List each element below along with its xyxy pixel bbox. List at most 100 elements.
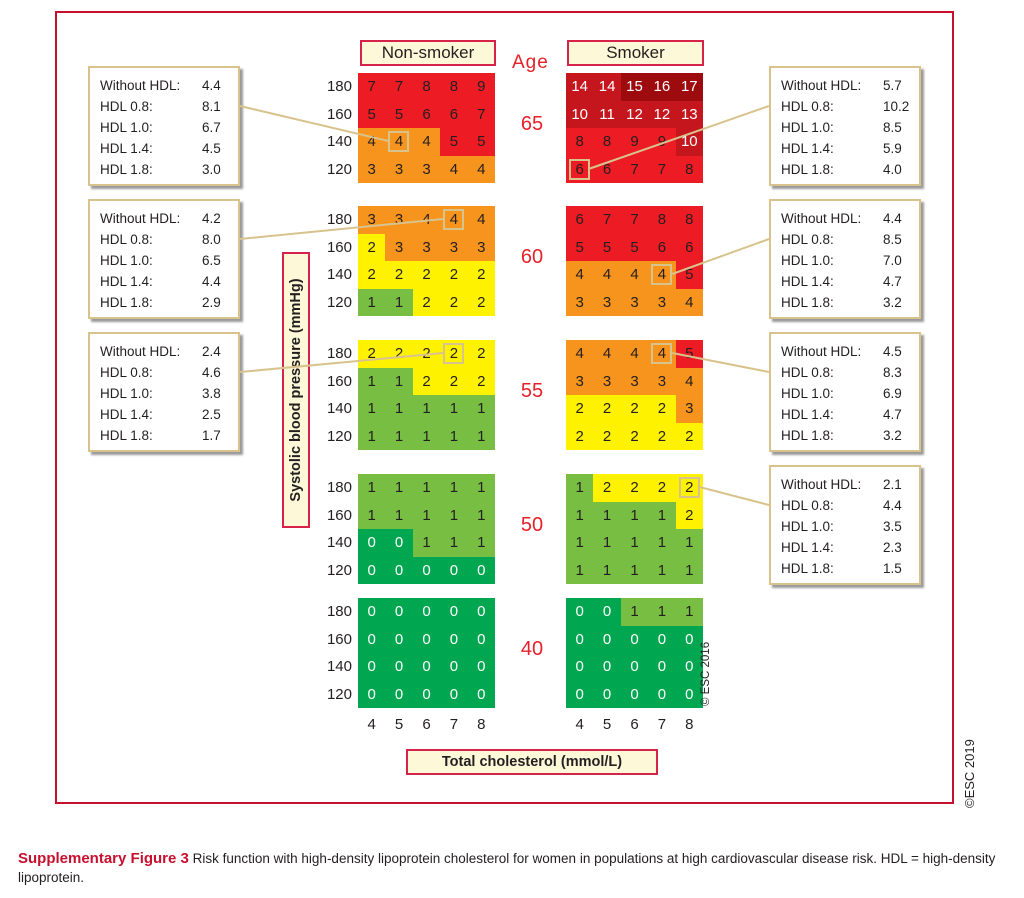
risk-cell-nonsmoker: 3 bbox=[412, 155, 441, 183]
hdl-callout-row: HDL 1.0: 6.7 bbox=[100, 117, 238, 138]
risk-cell-smoker: 1 bbox=[648, 598, 676, 626]
hdl-callout-row: HDL 1.0: 6.5 bbox=[100, 250, 238, 271]
risk-cell-nonsmoker: 1 bbox=[385, 474, 413, 502]
risk-cell-smoker: 11 bbox=[593, 100, 621, 128]
risk-cell-nonsmoker: 4 bbox=[467, 206, 495, 234]
risk-cell-nonsmoker: 2 bbox=[440, 367, 468, 395]
cholesterol-tick-label: 5 bbox=[602, 716, 612, 733]
risk-cell-smoker: 4 bbox=[620, 340, 649, 368]
hdl-label: HDL 1.0: bbox=[100, 253, 153, 268]
hdl-label: HDL 1.0: bbox=[781, 386, 834, 401]
risk-cell-smoker: 5 bbox=[675, 261, 703, 289]
risk-cell-smoker: 2 bbox=[648, 474, 676, 502]
risk-cell-nonsmoker: 1 bbox=[358, 367, 386, 395]
risk-cell-nonsmoker: 0 bbox=[440, 556, 468, 584]
risk-value: 3.5 bbox=[883, 519, 902, 534]
risk-cell-smoker: 8 bbox=[675, 155, 703, 183]
risk-cell-nonsmoker: 0 bbox=[385, 556, 413, 584]
bp-tick-label: 160 bbox=[326, 105, 352, 123]
risk-cell-smoker: 0 bbox=[648, 625, 676, 653]
callout-connector-line bbox=[589, 105, 770, 170]
risk-cell-nonsmoker: 0 bbox=[467, 598, 495, 626]
risk-cell-smoker: 3 bbox=[648, 367, 676, 395]
smoker-header: Smoker bbox=[567, 40, 704, 66]
hdl-label: HDL 0.8: bbox=[100, 99, 153, 114]
risk-cell-smoker: 2 bbox=[620, 422, 649, 450]
risk-cell-smoker: 17 bbox=[675, 73, 703, 101]
risk-value: 6.9 bbox=[883, 386, 902, 401]
risk-value: 2.1 bbox=[883, 477, 902, 492]
risk-cell-smoker: 2 bbox=[593, 422, 621, 450]
risk-value: 4.4 bbox=[883, 211, 902, 226]
figure-frame bbox=[55, 11, 954, 804]
risk-cell-nonsmoker: 1 bbox=[385, 395, 413, 423]
risk-cell-smoker: 0 bbox=[675, 653, 703, 681]
hdl-callout-row: HDL 0.8: 4.4 bbox=[781, 495, 919, 516]
risk-cell-smoker: 2 bbox=[593, 474, 621, 502]
risk-cell-smoker: 15 bbox=[620, 73, 649, 101]
risk-cell-smoker: 1 bbox=[675, 598, 703, 626]
hdl-label: HDL 1.8: bbox=[781, 561, 834, 576]
hdl-label: HDL 1.4: bbox=[781, 141, 834, 156]
risk-cell-nonsmoker: 4 bbox=[358, 128, 386, 156]
risk-value: 8.3 bbox=[883, 365, 902, 380]
risk-cell-nonsmoker: 1 bbox=[385, 288, 413, 316]
risk-cell-smoker: 9 bbox=[620, 128, 649, 156]
risk-cell-nonsmoker: 5 bbox=[440, 128, 468, 156]
risk-cell-smoker: 0 bbox=[648, 680, 676, 708]
age-value: 50 bbox=[520, 514, 544, 536]
risk-cell-smoker: 1 bbox=[620, 556, 649, 584]
bp-tick-label: 140 bbox=[326, 534, 352, 551]
risk-cell-nonsmoker: 4 bbox=[467, 155, 495, 183]
hdl-callout-row: HDL 1.4: 4.7 bbox=[781, 271, 919, 292]
bp-tick-label: 180 bbox=[326, 78, 352, 95]
risk-cell-smoker: 7 bbox=[620, 206, 649, 234]
bp-tick-label: 140 bbox=[326, 133, 352, 150]
age-value: 65 bbox=[520, 113, 544, 135]
hdl-label: HDL 1.0: bbox=[781, 253, 834, 268]
hdl-callout-box: Without HDL: 5.7 HDL 0.8: 10.2 HDL 1.0: 8.5 HD… bbox=[769, 66, 921, 186]
hdl-label: HDL 1.0: bbox=[781, 120, 834, 135]
risk-cell-nonsmoker: 9 bbox=[467, 73, 495, 101]
bp-tick-label: 120 bbox=[326, 427, 352, 445]
age-value: 55 bbox=[520, 380, 544, 402]
risk-cell-nonsmoker: 7 bbox=[385, 73, 413, 101]
risk-cell-nonsmoker: 1 bbox=[385, 422, 413, 450]
risk-cell-smoker: 2 bbox=[566, 422, 594, 450]
risk-value: 6.5 bbox=[202, 253, 221, 268]
risk-cell-nonsmoker: 0 bbox=[440, 598, 468, 626]
hdl-label: HDL 0.8: bbox=[781, 232, 834, 247]
caption-text: Risk function with high-density lipoprot… bbox=[18, 851, 996, 885]
risk-cell-smoker: 0 bbox=[566, 653, 594, 681]
bp-tick-label: 120 bbox=[326, 160, 352, 178]
risk-cell-nonsmoker: 1 bbox=[440, 395, 468, 423]
risk-cell-smoker: 1 bbox=[648, 501, 676, 529]
hdl-callout-box: Without HDL: 4.5 HDL 0.8: 8.3 HDL 1.0: 6.9 HDL… bbox=[769, 332, 921, 452]
risk-cell-nonsmoker: 3 bbox=[467, 233, 495, 261]
risk-cell-smoker: 6 bbox=[566, 206, 594, 234]
hdl-callout-row: HDL 1.0: 3.8 bbox=[100, 383, 238, 404]
hdl-label: HDL 1.4: bbox=[100, 407, 153, 422]
risk-cell-nonsmoker: 3 bbox=[385, 206, 413, 234]
hdl-label: HDL 1.4: bbox=[781, 407, 834, 422]
risk-cell-nonsmoker: 2 bbox=[467, 288, 495, 316]
risk-cell-smoker: 3 bbox=[648, 288, 676, 316]
hdl-callout-row: HDL 1.8: 3.2 bbox=[781, 425, 919, 446]
hdl-callout-row: Without HDL: 4.4 bbox=[100, 75, 238, 96]
age-value: 60 bbox=[520, 246, 544, 268]
risk-cell-smoker: 6 bbox=[648, 233, 676, 261]
highlighted-cell-marker bbox=[443, 343, 465, 364]
hdl-callout-row: HDL 0.8: 10.2 bbox=[781, 96, 919, 117]
bp-tick-label: 160 bbox=[326, 630, 352, 648]
hdl-label: HDL 0.8: bbox=[100, 232, 153, 247]
hdl-callout-row: HDL 1.8: 4.0 bbox=[781, 159, 919, 180]
hdl-label: HDL 1.8: bbox=[781, 295, 834, 310]
hdl-label: Without HDL: bbox=[100, 78, 181, 93]
hdl-label: HDL 1.8: bbox=[781, 162, 834, 177]
risk-cell-smoker: 0 bbox=[675, 680, 703, 708]
bp-tick-label: 160 bbox=[326, 372, 352, 390]
risk-cell-smoker: 0 bbox=[566, 625, 594, 653]
risk-cell-nonsmoker: 0 bbox=[385, 598, 413, 626]
risk-value: 4.5 bbox=[883, 344, 902, 359]
